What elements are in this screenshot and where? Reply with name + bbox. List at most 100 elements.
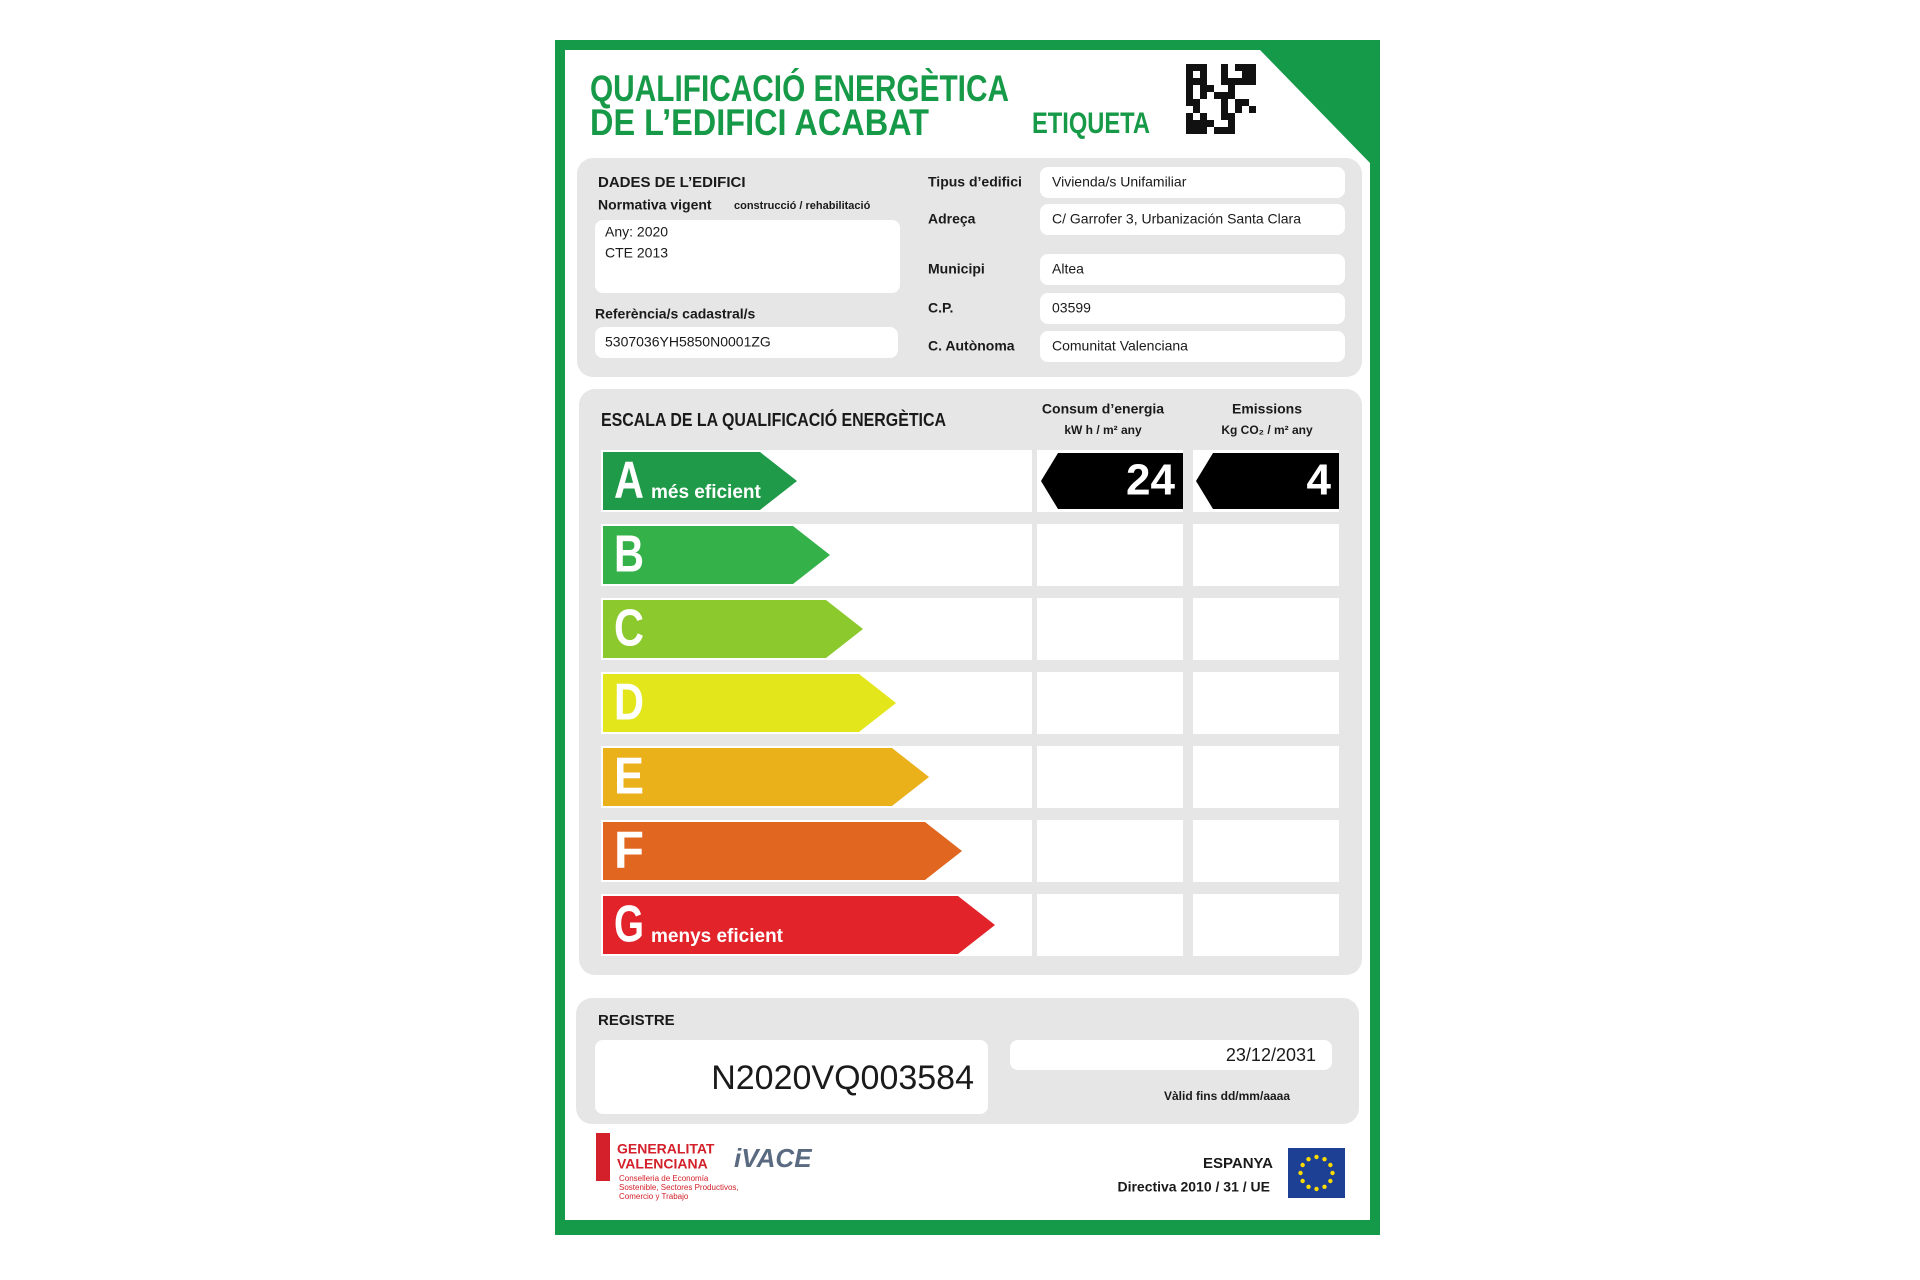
gv-line2: VALENCIANA xyxy=(617,1156,708,1172)
scale-title: ESCALA DE LA QUALIFICACIÓ ENERGÈTICA xyxy=(601,409,946,430)
qr-cell xyxy=(1186,99,1193,106)
qr-cell xyxy=(1214,127,1221,134)
star xyxy=(1322,1156,1327,1162)
qr-cell xyxy=(1228,113,1235,120)
energy-rating-arrow xyxy=(1041,453,1183,509)
energy-cell xyxy=(1037,746,1183,808)
class-note: menys eficient xyxy=(651,926,784,947)
eu-stars xyxy=(1298,1154,1335,1192)
qr-cell xyxy=(1242,78,1249,85)
qr-cell xyxy=(1249,106,1256,113)
valid-until: 23/12/2031 xyxy=(1226,1045,1316,1065)
qr-cell xyxy=(1200,92,1207,99)
class-arrow xyxy=(603,526,830,584)
star xyxy=(1314,1154,1319,1160)
qr-cell xyxy=(1242,64,1249,71)
star xyxy=(1300,1178,1305,1184)
field-label: Tipus d’edifici xyxy=(928,174,1022,190)
qr-cell xyxy=(1228,120,1235,127)
qr-cell xyxy=(1193,78,1200,85)
emissions-unit: Kg CO₂ / m² any xyxy=(1221,423,1313,437)
qr-cell xyxy=(1221,64,1228,71)
qr-cell xyxy=(1200,113,1207,120)
energy-cell xyxy=(1037,524,1183,586)
qr-cell xyxy=(1193,106,1200,113)
qr-cell xyxy=(1193,99,1200,106)
qr-cell xyxy=(1186,113,1193,120)
qr-cell xyxy=(1200,64,1207,71)
regulation-line: Any: 2020 xyxy=(605,224,668,240)
emissions-header: Emissions xyxy=(1232,401,1302,417)
gv-emblem xyxy=(596,1133,610,1181)
class-arrow xyxy=(603,600,863,658)
qr-cell xyxy=(1228,127,1235,134)
qr-cell xyxy=(1249,78,1256,85)
energy-header: Consum d’energia xyxy=(1042,401,1164,417)
date-box xyxy=(1010,1040,1332,1070)
qr-cell xyxy=(1186,92,1193,99)
class-letter: G xyxy=(614,896,644,954)
star xyxy=(1328,1178,1333,1184)
gv-dept: Conselleria de Economía xyxy=(619,1174,709,1183)
country: ESPANYA xyxy=(1203,1155,1273,1172)
section-title: DADES DE L’EDIFICI xyxy=(598,174,746,191)
field-value: Vivienda/s Unifamiliar xyxy=(1052,174,1187,190)
title-line1: QUALIFICACIÓ ENERGÈTICA xyxy=(590,67,1009,109)
star xyxy=(1328,1162,1333,1168)
class-letter: E xyxy=(614,748,644,806)
cadastral-box xyxy=(595,327,898,358)
field-box xyxy=(1040,254,1345,285)
qr-cell xyxy=(1193,120,1200,127)
qr-cell xyxy=(1200,85,1207,92)
qr-cell xyxy=(1186,78,1193,85)
class-arrow xyxy=(603,896,995,954)
star xyxy=(1330,1170,1335,1176)
regulation-label: Normativa vigent xyxy=(598,197,712,213)
field-value: C/ Garrofer 3, Urbanización Santa Clara xyxy=(1052,211,1301,227)
field-label: C.P. xyxy=(928,300,953,316)
class-letter: A xyxy=(614,452,644,510)
energy-cell xyxy=(1037,598,1183,660)
qr-cell xyxy=(1207,85,1214,92)
field-value: Comunitat Valenciana xyxy=(1052,338,1188,354)
label-word: ETIQUETA xyxy=(1032,107,1150,140)
qr-cell xyxy=(1221,71,1228,78)
qr-cell xyxy=(1235,78,1242,85)
qr-cell xyxy=(1242,71,1249,78)
field-box xyxy=(1040,331,1345,362)
qr-cell xyxy=(1235,99,1242,106)
qr-cell xyxy=(1235,64,1242,71)
title-line2: DE L’EDIFICI ACABAT xyxy=(590,102,929,143)
emissions-rating: 4 xyxy=(1307,456,1332,505)
valid-label: Vàlid fins dd/mm/aaaa xyxy=(1164,1089,1290,1103)
field-box xyxy=(1040,293,1345,324)
qr-cell xyxy=(1221,106,1228,113)
regulation-line: CTE 2013 xyxy=(605,245,668,261)
register-box xyxy=(595,1040,988,1114)
qr-cell xyxy=(1221,78,1228,85)
star xyxy=(1314,1186,1319,1192)
star xyxy=(1306,1156,1311,1162)
star xyxy=(1300,1162,1305,1168)
qr-cell xyxy=(1186,85,1193,92)
cadastral-label: Referència/s cadastral/s xyxy=(595,306,756,322)
regulation-box xyxy=(595,220,900,293)
emissions-cell xyxy=(1193,598,1339,660)
class-arrow xyxy=(603,748,929,806)
ivace-logo: iVACE xyxy=(734,1143,812,1173)
emissions-cell xyxy=(1193,672,1339,734)
field-value: 03599 xyxy=(1052,300,1091,316)
qr-cell xyxy=(1186,71,1193,78)
qr-cell xyxy=(1221,113,1228,120)
qr-cell xyxy=(1242,99,1249,106)
field-label: Adreça xyxy=(928,211,976,227)
qr-cell xyxy=(1200,120,1207,127)
emissions-cell xyxy=(1193,820,1339,882)
field-box xyxy=(1040,204,1345,235)
class-arrow xyxy=(603,674,896,732)
class-letter: D xyxy=(614,674,644,732)
corner xyxy=(1260,50,1370,163)
qr-cell xyxy=(1235,106,1242,113)
register-title: REGISTRE xyxy=(598,1012,675,1029)
